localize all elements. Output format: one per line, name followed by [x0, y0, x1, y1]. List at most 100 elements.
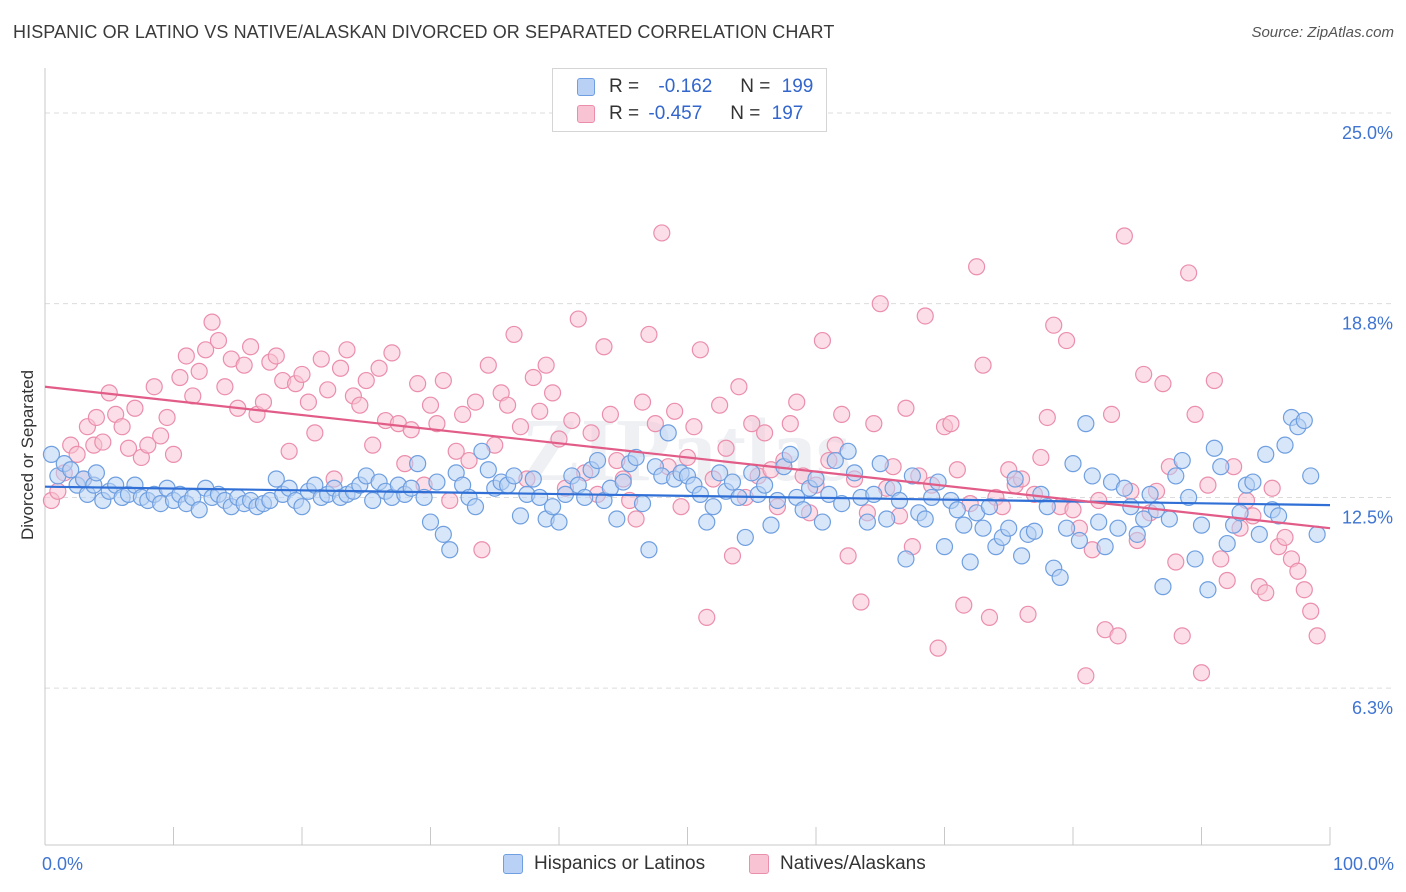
hispanic-point-168	[1115, 479, 1134, 497]
hispanic-point-103	[698, 513, 716, 531]
hispanic-point-140	[935, 538, 954, 556]
native-point-110	[743, 415, 761, 433]
native-point-74	[511, 418, 530, 436]
native-point-121	[813, 331, 832, 350]
hispanic-point-94	[640, 541, 658, 559]
hispanic-point-160	[1064, 455, 1082, 473]
native-point-134	[897, 399, 915, 417]
native-point-95	[646, 415, 664, 433]
hispanic-point-192	[1269, 507, 1288, 525]
hispanic-point-112	[755, 476, 774, 494]
hispanic-point-104	[704, 498, 722, 516]
native-point-44	[319, 381, 337, 399]
hispanic-point-131	[878, 510, 896, 528]
native-point-174	[1154, 375, 1172, 393]
hispanic-point-59	[415, 488, 433, 507]
native-point-79	[543, 384, 562, 402]
legend-n-value: 199	[781, 76, 814, 97]
native-point-40	[293, 365, 311, 384]
legend-item-hispanics[interactable]: Hispanics or Latinos	[503, 852, 705, 876]
hispanic-point-102	[691, 485, 709, 503]
hispanic-point-178	[1180, 488, 1198, 507]
hispanic-point-80	[550, 513, 568, 531]
y-axis-label: Divorced or Separated	[18, 370, 37, 540]
native-point-66	[460, 451, 478, 470]
trend-lines	[44, 385, 1331, 530]
native-point-9	[94, 433, 112, 451]
hispanic-point-193	[1276, 436, 1294, 454]
legend-n-label: N =	[730, 103, 761, 124]
native-point-108	[730, 378, 748, 396]
hispanic-point-146	[974, 519, 992, 537]
hispanic-point-188	[1244, 473, 1262, 491]
legend-n-value: 197	[771, 103, 804, 124]
hispanic-point-161	[1070, 531, 1089, 550]
hispanic-point-73	[505, 467, 523, 485]
hispanic-point-92	[627, 448, 645, 467]
native-point-103	[698, 608, 716, 626]
hispanic-point-121	[813, 513, 832, 531]
native-point-92	[627, 510, 645, 528]
native-point-34	[254, 393, 273, 411]
native-point-197	[1302, 602, 1320, 620]
hispanic-point-118	[794, 501, 812, 519]
hispanic-point-134	[897, 550, 915, 568]
points-hispanics-or-latinos	[42, 408, 1326, 599]
native-point-96	[653, 224, 671, 242]
legend-row-hispanics: R = -0.162 N = 199	[577, 74, 813, 100]
native-point-57	[402, 421, 420, 439]
hispanic-point-60	[421, 513, 440, 531]
native-point-146	[974, 356, 992, 374]
native-point-141	[942, 415, 960, 433]
hispanic-point-110	[743, 464, 761, 482]
hispanic-point-109	[736, 528, 754, 547]
hispanic-point-138	[923, 488, 941, 507]
legend-r-value: -0.162	[658, 76, 713, 97]
hispanic-point-107	[723, 473, 742, 491]
source-label[interactable]: Source: ZipAtlas.com	[1251, 24, 1394, 41]
hispanic-point-179	[1186, 550, 1204, 568]
hispanic-point-190	[1257, 445, 1275, 463]
native-point-127	[852, 593, 870, 611]
hispanic-point-105	[711, 464, 729, 482]
native-point-16	[139, 436, 157, 454]
native-point-64	[447, 442, 465, 460]
native-point-77	[531, 402, 549, 420]
hispanic-point-97	[659, 424, 677, 442]
hispanic-point-180	[1192, 516, 1211, 534]
hispanic-point-61	[428, 473, 446, 491]
native-point-43	[312, 350, 330, 368]
native-point-193	[1276, 528, 1294, 547]
native-point-60	[421, 396, 440, 414]
hispanic-point-120	[807, 470, 825, 488]
hispanic-point-163	[1083, 467, 1101, 485]
native-point-182	[1205, 371, 1223, 390]
native-point-162	[1077, 667, 1095, 685]
native-point-47	[338, 341, 356, 359]
native-point-26	[203, 313, 221, 331]
legend-item-natives[interactable]: Natives/Alaskans	[749, 852, 926, 876]
legend-swatch-pink	[749, 854, 769, 874]
hispanic-point-129	[865, 485, 883, 503]
native-point-18	[152, 427, 170, 445]
native-point-32	[242, 338, 260, 356]
native-point-125	[839, 547, 857, 565]
hispanic-point-93	[633, 494, 652, 513]
hispanic-point-90	[614, 473, 632, 491]
x-tick-label-end: 100.0%	[1333, 854, 1394, 874]
hispanic-point-182	[1205, 439, 1223, 457]
hispanic-point-151	[1006, 470, 1024, 488]
native-point-51	[364, 436, 382, 454]
native-point-159	[1057, 331, 1076, 350]
hispanic-point-76	[524, 470, 542, 488]
y-tick-label-3: 25.0%	[1342, 123, 1393, 143]
native-point-62	[434, 371, 452, 390]
native-point-102	[691, 341, 709, 359]
native-point-116	[781, 415, 799, 433]
hispanic-point-62	[434, 525, 452, 543]
native-point-124	[833, 405, 851, 424]
hispanic-point-198	[1308, 525, 1326, 543]
native-point-61	[428, 415, 446, 433]
y-tick-label-2: 18.8%	[1342, 314, 1393, 334]
native-point-68	[473, 541, 491, 559]
